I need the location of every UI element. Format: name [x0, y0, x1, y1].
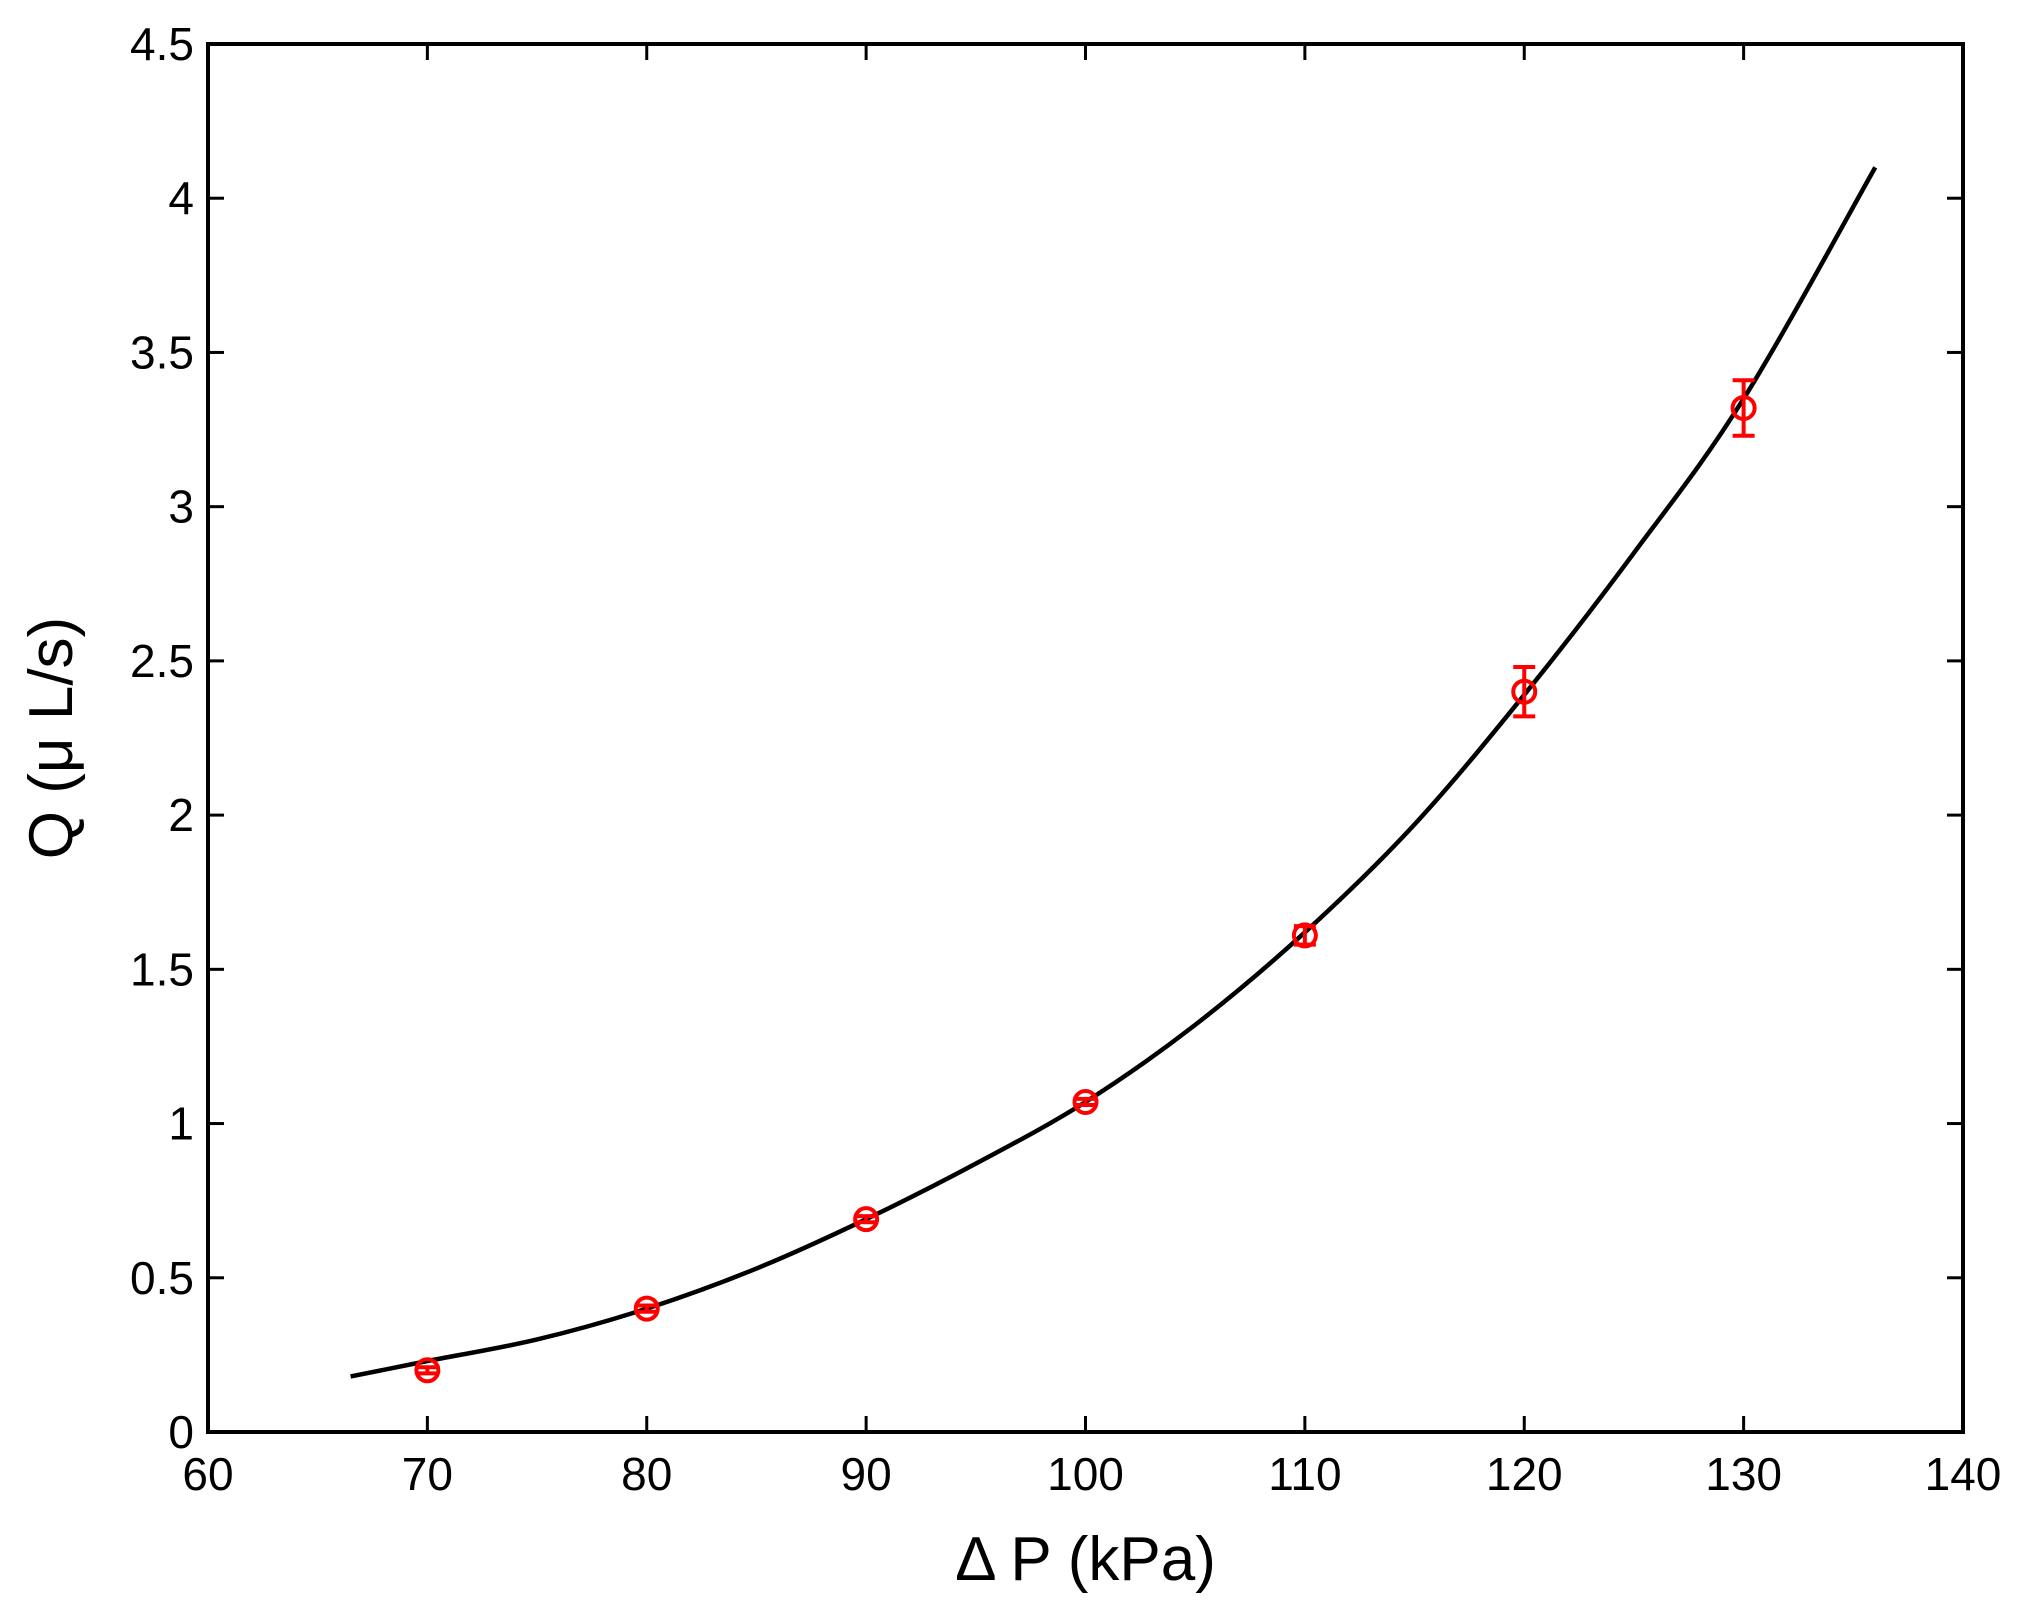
x-axis-label: Δ P (kPa) — [955, 1525, 1216, 1594]
x-tick-labels: 60 70 80 90 100 110 120 130 140 — [182, 1448, 2001, 1500]
x-tick-label: 130 — [1705, 1448, 1782, 1500]
y-tick-label: 1.5 — [130, 943, 194, 995]
axis-ticks — [206, 42, 1965, 1434]
y-tick-label: 0 — [168, 1406, 194, 1458]
plot-area — [206, 42, 1965, 1434]
data-point — [1511, 678, 1538, 705]
fit-curve — [350, 166, 1878, 1379]
y-tick-label: 4.5 — [130, 18, 194, 70]
data-point — [1291, 922, 1318, 949]
y-tick-label: 3 — [168, 481, 194, 533]
x-tick-label: 70 — [402, 1448, 453, 1500]
x-tick-label: 140 — [1925, 1448, 2002, 1500]
data-point — [414, 1357, 441, 1384]
x-tick-label: 100 — [1047, 1448, 1124, 1500]
data-point — [1730, 394, 1757, 421]
x-tick-label: 90 — [841, 1448, 892, 1500]
x-tick-label: 120 — [1486, 1448, 1563, 1500]
x-tick-label: 60 — [182, 1448, 233, 1500]
y-tick-label: 2.5 — [130, 635, 194, 687]
data-point — [1072, 1088, 1099, 1115]
x-tick-label: 110 — [1268, 1448, 1341, 1500]
y-tick-labels: 0 0.5 1 1.5 2 2.5 3 3.5 4 4.5 — [130, 18, 194, 1458]
y-tick-label: 0.5 — [130, 1252, 194, 1304]
y-tick-label: 3.5 — [130, 326, 194, 378]
y-tick-label: 1 — [168, 1098, 194, 1150]
x-tick-label: 80 — [621, 1448, 672, 1500]
y-axis-label: Q (μ L/s) — [17, 617, 86, 859]
y-tick-label: 2 — [168, 789, 194, 841]
data-point — [853, 1206, 880, 1233]
y-tick-label: 4 — [168, 172, 194, 224]
series-layer — [350, 166, 1878, 1384]
data-point — [633, 1295, 660, 1322]
